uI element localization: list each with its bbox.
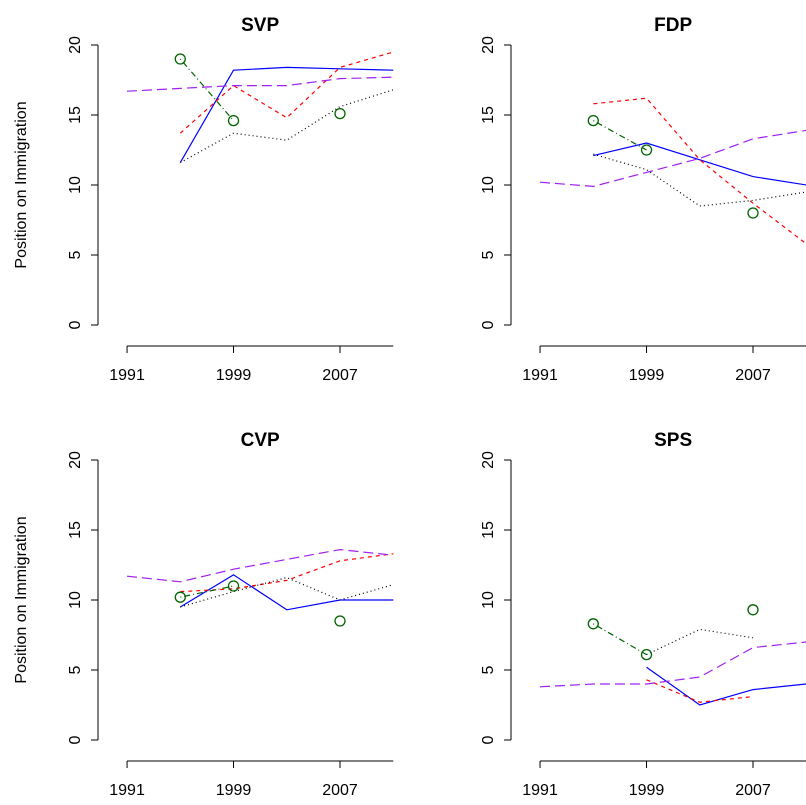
y-tick-label: 15 [480,521,497,539]
series-line [179,574,394,611]
series-line [180,553,394,593]
point [174,591,186,603]
series-line [646,666,806,706]
y-tick-label: 20 [480,451,497,469]
series-line [126,548,394,583]
x-tick-label: 1999 [629,367,665,384]
series-line [179,66,394,163]
y-tick-label: 15 [67,521,84,539]
series-line [179,51,394,134]
panel-title: CVP [241,430,280,451]
y-tick-label: 20 [67,36,84,54]
x-tick-label: 1999 [216,782,252,799]
series-line [180,576,394,608]
x-tick-label: 2007 [735,782,771,799]
x-tick-label: 1999 [216,367,252,384]
panel: CVP Position on Immigration 0 5 10 15 20 1991 19… [13,430,394,799]
point [587,114,599,127]
panel-title: SVP [241,15,279,36]
point [640,648,653,661]
panel: SVP Position on Immigration 0 5 10 15 20 1991 19… [13,15,394,384]
point [334,107,346,120]
y-axis-label: Position on Immigration [13,516,30,683]
y-tick-label: 10 [67,591,84,609]
series-line [593,142,806,186]
x-tick-label: 1991 [109,367,145,384]
y-tick-label: 15 [480,106,497,124]
point [587,618,599,630]
y-tick-label: 0 [67,320,84,329]
series-line [539,641,806,688]
point [334,615,346,627]
y-tick-label: 20 [67,451,84,469]
panel-title: SPS [654,430,692,451]
series-line [646,628,754,656]
point [174,53,186,65]
series-line [593,121,753,213]
x-tick-label: 1999 [629,782,665,799]
point [227,580,240,592]
series-line [593,97,806,245]
y-tick-label: 5 [480,665,497,674]
panel-title: FDP [654,15,692,36]
y-tick-label: 10 [480,591,497,609]
y-tick-label: 10 [480,176,497,194]
panel: SPS 0 5 10 15 20 1991 1999 2007 [480,430,806,799]
series-line [593,153,806,207]
x-tick-label: 1991 [109,782,145,799]
x-tick-label: 1991 [522,367,558,384]
series-line [646,679,754,703]
y-tick-label: 0 [67,735,84,744]
x-tick-label: 2007 [735,367,771,384]
y-tick-label: 5 [480,250,497,259]
y-tick-label: 0 [480,320,497,329]
panel: FDP 0 5 10 15 20 1991 1999 2007 [480,15,806,384]
series-line [126,76,394,92]
y-axis-label: Position on Immigration [13,101,30,268]
series-line [539,129,806,188]
x-tick-label: 2007 [322,782,358,799]
point [227,114,240,127]
series-line [593,610,753,655]
x-tick-label: 1991 [522,782,558,799]
y-tick-label: 0 [480,735,497,744]
point [747,604,759,616]
y-tick-label: 20 [480,36,497,54]
point [747,207,759,219]
point [640,144,653,156]
series-line [180,586,340,621]
y-tick-label: 5 [67,665,84,674]
y-tick-label: 15 [67,106,84,124]
y-tick-label: 5 [67,250,84,259]
series-line [180,89,394,164]
x-tick-label: 2007 [322,367,358,384]
y-tick-label: 10 [67,176,84,194]
